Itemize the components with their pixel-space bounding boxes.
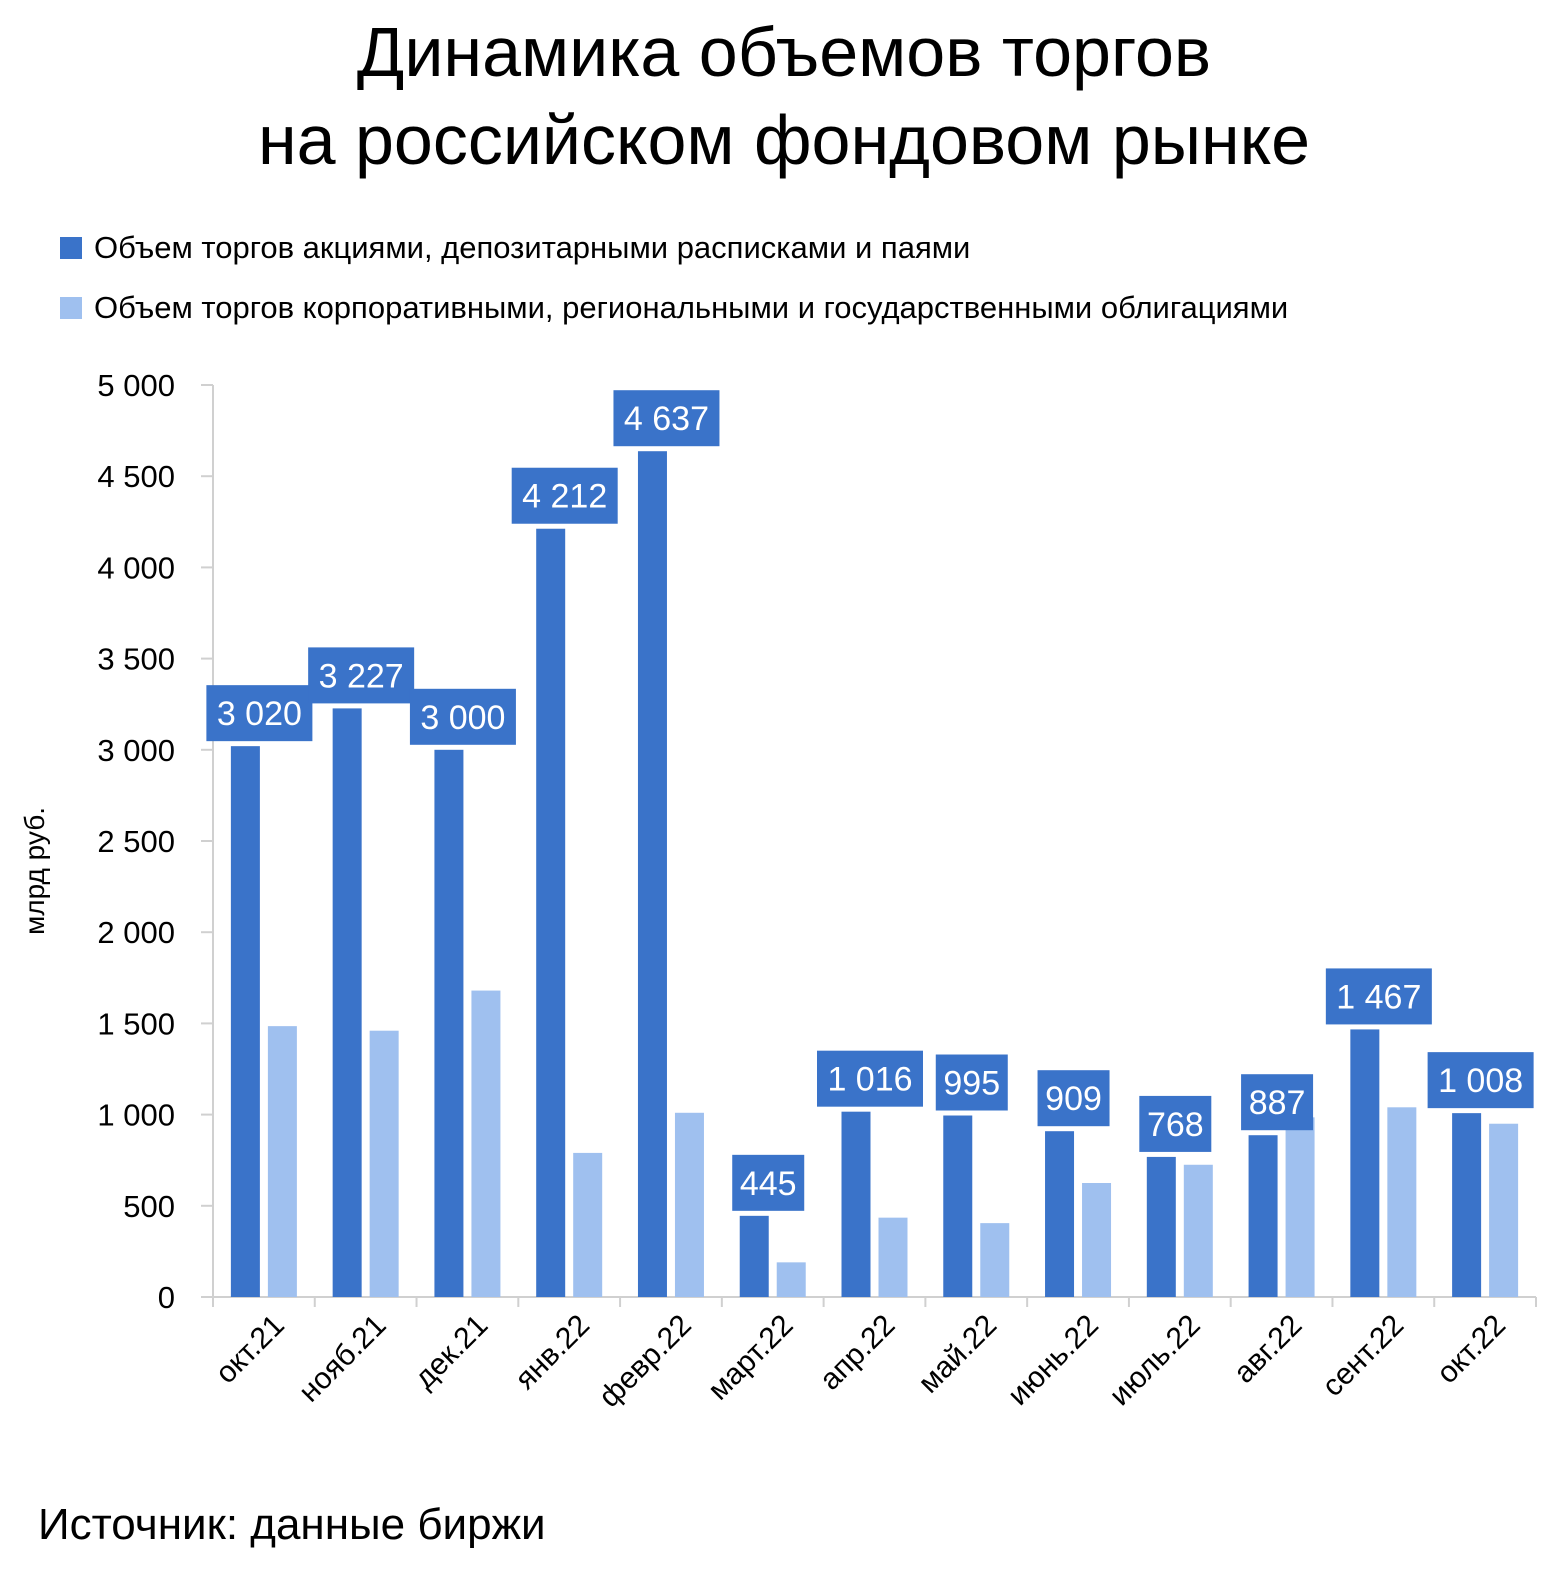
data-label-box <box>732 1154 805 1211</box>
chart-title: Динамика объемов торгов на российском фо… <box>0 8 1568 184</box>
legend-item-bonds: Объем торгов корпоративными, региональны… <box>60 278 1288 338</box>
bar-stocks <box>1452 1113 1482 1297</box>
bar-stocks <box>739 1215 769 1297</box>
data-label-box <box>817 1050 923 1107</box>
x-category-label: окт.21 <box>209 1309 291 1391</box>
bar-bonds <box>1183 1164 1213 1297</box>
bar-bonds <box>1387 1107 1417 1297</box>
data-label-box <box>1139 1095 1212 1152</box>
x-category-label: май.22 <box>912 1309 1003 1400</box>
y-tick-label: 1 000 <box>97 1098 175 1133</box>
data-label-stocks: 995 <box>943 1065 1000 1103</box>
bar-bonds <box>471 990 501 1297</box>
bar-stocks <box>943 1115 973 1297</box>
data-label-box <box>1427 1052 1534 1109</box>
legend-swatch-bonds <box>60 297 82 319</box>
y-tick-label: 2 500 <box>97 824 175 859</box>
bar-stocks <box>230 746 260 1297</box>
bar-bonds <box>1489 1123 1519 1297</box>
source-note: Источник: данные биржи <box>38 1500 546 1549</box>
data-label-box <box>409 688 516 745</box>
legend-item-stocks: Объем торгов акциями, депозитарными расп… <box>60 218 1288 278</box>
data-label-box <box>308 647 415 704</box>
data-label-box <box>1325 968 1432 1025</box>
y-tick-label: 5 000 <box>97 368 175 403</box>
data-label-stocks: 887 <box>1249 1084 1306 1122</box>
bar-stocks <box>1146 1156 1176 1297</box>
x-category-label: авг.22 <box>1227 1309 1308 1390</box>
bar-stocks <box>332 708 362 1297</box>
data-label-box <box>206 685 313 742</box>
bar-bonds <box>573 1152 603 1297</box>
y-tick-label: 0 <box>158 1280 175 1315</box>
data-label-box <box>613 390 720 447</box>
y-tick-label: 4 500 <box>97 459 175 494</box>
bar-bonds <box>1082 1183 1112 1297</box>
x-category-label: сент.22 <box>1316 1309 1410 1403</box>
y-tick-label: 2 000 <box>97 915 175 950</box>
x-category-label: окт.22 <box>1431 1309 1513 1391</box>
bar-stocks <box>637 451 667 1298</box>
x-category-label: март.22 <box>702 1309 800 1407</box>
data-label-stocks: 1 008 <box>1438 1062 1523 1100</box>
data-label-box <box>935 1054 1008 1111</box>
bar-bonds <box>267 1026 297 1297</box>
y-axis-label: млрд руб. <box>19 807 50 935</box>
bar-bonds <box>1285 1117 1315 1297</box>
data-label-stocks: 909 <box>1045 1080 1102 1118</box>
bar-stocks <box>536 528 566 1297</box>
data-label-box <box>1241 1074 1314 1131</box>
data-label-stocks: 1 016 <box>827 1061 912 1099</box>
data-label-box <box>511 467 618 524</box>
bar-bonds <box>878 1217 908 1297</box>
data-label-stocks: 1 467 <box>1336 978 1421 1016</box>
legend-label-bonds: Объем торгов корпоративными, региональны… <box>94 290 1289 325</box>
data-label-stocks: 445 <box>740 1165 797 1203</box>
data-label-stocks: 3 227 <box>319 657 404 695</box>
y-tick-label: 1 500 <box>97 1006 175 1041</box>
x-category-label: янв.22 <box>509 1309 596 1396</box>
legend-swatch-stocks <box>60 237 82 259</box>
y-tick-label: 3 000 <box>97 733 175 768</box>
legend-label-stocks: Объем торгов акциями, депозитарными расп… <box>94 230 971 265</box>
x-category-label: июль.22 <box>1103 1309 1207 1413</box>
data-label-stocks: 3 000 <box>420 699 505 737</box>
x-category-label: февр.22 <box>593 1309 698 1414</box>
bar-stocks <box>434 749 464 1297</box>
x-category-label: июнь.22 <box>1002 1309 1105 1412</box>
y-tick-label: 500 <box>123 1189 175 1224</box>
chart-title-line-2: на российском фондовом рынке <box>257 101 1311 179</box>
data-label-box <box>1037 1070 1110 1127</box>
bar-bonds <box>776 1262 806 1297</box>
data-label-stocks: 3 020 <box>217 695 302 733</box>
x-category-label: апр.22 <box>814 1309 902 1397</box>
y-tick-label: 4 000 <box>97 550 175 585</box>
data-label-stocks: 4 637 <box>624 400 709 438</box>
bar-stocks <box>1045 1131 1075 1297</box>
bar-bonds <box>369 1030 399 1297</box>
legend: Объем торгов акциями, депозитарными расп… <box>60 218 1288 338</box>
chart-title-line-1: Динамика объемов торгов <box>356 13 1212 91</box>
bar-stocks <box>841 1111 871 1297</box>
bar-stocks <box>1248 1135 1278 1297</box>
x-category-label: нояб.21 <box>293 1309 393 1409</box>
x-category-label: дек.21 <box>408 1309 494 1395</box>
bar-bonds <box>980 1223 1010 1297</box>
data-label-stocks: 768 <box>1147 1106 1204 1144</box>
data-label-stocks: 4 212 <box>522 478 607 516</box>
y-tick-label: 3 500 <box>97 642 175 677</box>
bar-stocks <box>1350 1029 1380 1297</box>
bar-bonds <box>674 1112 704 1297</box>
